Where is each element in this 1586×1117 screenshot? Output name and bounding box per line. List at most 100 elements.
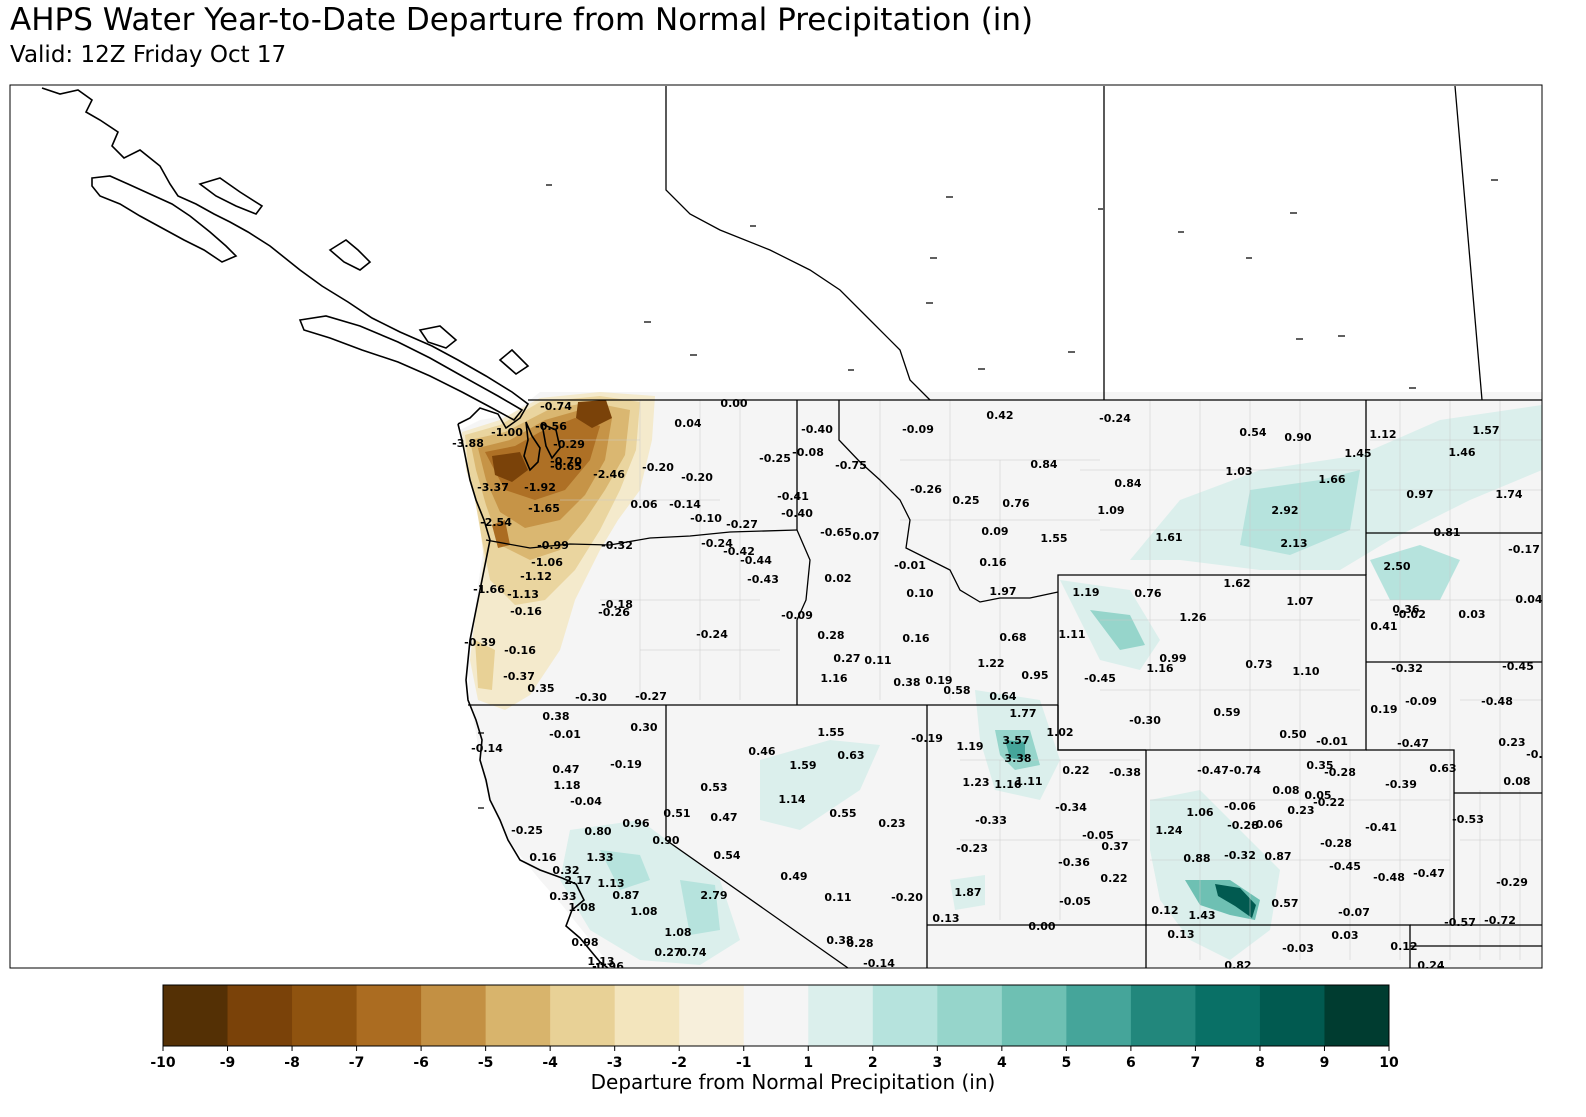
map-value-label: 1.22 [977,657,1004,670]
map-value-label: -0.48 [1481,695,1513,708]
map-value-label: 1.66 [1318,473,1345,486]
map-value-label: 0.53 [700,781,727,794]
map-value-label: -0.23 [956,842,988,855]
map-value-label: -0.39 [1385,778,1417,791]
map-value-label: 0.02 [824,572,851,585]
map-value-label: -0.26 [598,606,630,619]
colorbar-label: Departure from Normal Precipitation (in) [590,1070,996,1094]
map-value-label: 1.08 [630,905,657,918]
map-value-label: 0.87 [1264,850,1291,863]
map-value-label: -0.20 [681,471,713,484]
map-value-label: -0.36 [1058,856,1090,869]
colorbar-swatch [421,985,487,1046]
map-value-label: -0.24 [696,628,728,641]
map-value-label: -0.09 [902,423,934,436]
map-value-label: 1.19 [956,740,983,753]
page-subtitle: Valid: 12Z Friday Oct 17 [10,42,287,68]
map-value-label: -0.27 [726,518,758,531]
map-frame [9,84,1543,969]
colorbar-swatch [1130,985,1196,1046]
map-value-label: 3.38 [1004,752,1031,765]
map-value-label: -0.16 [504,644,536,657]
map-value-label: -0.34 [1055,801,1087,814]
map-value-label: -1.92 [524,481,556,494]
map-value-label: 1.55 [1040,532,1067,545]
map-value-labels: -0.74 0.00 0.04 -0.40 -0.09 0.42 -0.24 0.54 0.90… [452,397,1542,973]
map-value-label: -0.32 [601,539,633,552]
map-value-label: 1.03 [1225,465,1252,478]
map-value-label: -0.65 [820,526,852,539]
county-lines [560,400,1542,960]
map-value-label: -0.70 [550,455,582,468]
map-value-label: 0.13 [1167,928,1194,941]
map-value-label: -0.41 [1365,821,1397,834]
colorbar-swatch [227,985,293,1046]
map-value-label: 0.46 [748,745,775,758]
colorbar-tick-label: -8 [284,1055,300,1071]
map-value-label: -0.09 [781,609,813,622]
map-value-label: -0.25 [759,452,791,465]
map-value-label: 0.59 [1213,706,1240,719]
map-value-label: 0.68 [999,631,1026,644]
map-value-label: 0.28 [817,629,844,642]
colorbar-swatch [356,985,422,1046]
map-value-label: -0.20 [642,461,674,474]
map-value-label: 0.95 [1021,669,1048,682]
map-value-label: 0.73 [1245,658,1272,671]
colorbar-tick-label: -7 [349,1055,365,1071]
map-value-label: -0.40 [781,507,813,520]
map-value-label: -0.30 [1129,714,1161,727]
map-value-label: -1.13 [507,588,539,601]
map-value-label: -0.16 [510,605,542,618]
map-value-label: 0.27 [654,946,681,959]
map-value-label: -0.74 [1229,764,1261,777]
map-value-label: -0.24 [1099,412,1131,425]
map-value-label: 0.00 [1028,920,1055,933]
colorbar-swatch [808,985,874,1046]
map-value-label: -1.06 [531,556,563,569]
map-value-label: 0.42 [986,409,1013,422]
map-value-label: -0.10 [690,512,722,525]
colorbar-tick-label: 3 [932,1055,942,1071]
map-value-label: 0.16 [529,851,556,864]
map-value-label: -0.42 [723,545,755,558]
map-value-label: 0.33 [549,890,576,903]
map-value-label: 0.08 [1272,784,1299,797]
colorbar-swatch [1259,985,1325,1046]
colorbar: -10 -9 -8 -7 -6 -5 -4 -3 -2 -1 1 2 3 4 5 6 7 8 9 10 [150,984,1399,1071]
colorbar-tick-label: 6 [1126,1055,1136,1071]
map-value-label: 0.12 [1390,940,1417,953]
map-value-label: 0.16 [902,632,929,645]
map-value-label: 0.87 [612,889,639,902]
colorbar-swatch [743,985,809,1046]
map-value-label: -0.22 [1313,796,1345,809]
coastline [41,87,609,968]
map-value-label: 1.12 [1369,428,1396,441]
map-value-label: 3.57 [1002,734,1029,747]
map-value-label: 1.06 [1186,806,1213,819]
map-value-label: -0.05 [1082,829,1114,842]
map-value-label: -0.96 [592,960,624,973]
map-value-label: 1.13 [587,955,614,968]
map-value-label: 0.55 [829,807,856,820]
map-value-label: 0.35 [1306,759,1333,772]
colorbar-swatch [614,985,680,1046]
map-value-label: -0.44 [740,554,772,567]
map-value-label: 1.16 [1146,662,1173,675]
map-value-label: 0.38 [542,710,569,723]
map-value-label: -0.20 [891,891,923,904]
map-value-label: -0.72 [1484,914,1516,927]
colorbar-tick-label: 9 [1320,1055,1330,1071]
political-boundaries [468,85,1542,968]
map-value-label: -0.99 [537,539,569,552]
map-value-label: 0.11 [824,891,851,904]
map-value-label: 1.16 [820,672,847,685]
colorbar-tick-label: -10 [150,1055,176,1071]
map-value-label: -0.41 [777,490,809,503]
map-value-label: 1.11 [1015,775,1042,788]
map-value-label: 2.92 [1271,504,1298,517]
map-value-label: -3.88 [452,437,484,450]
map-value-label: 2.50 [1383,560,1410,573]
map-value-label: -0.02 [1394,608,1426,621]
colorbar-swatch [550,985,616,1046]
